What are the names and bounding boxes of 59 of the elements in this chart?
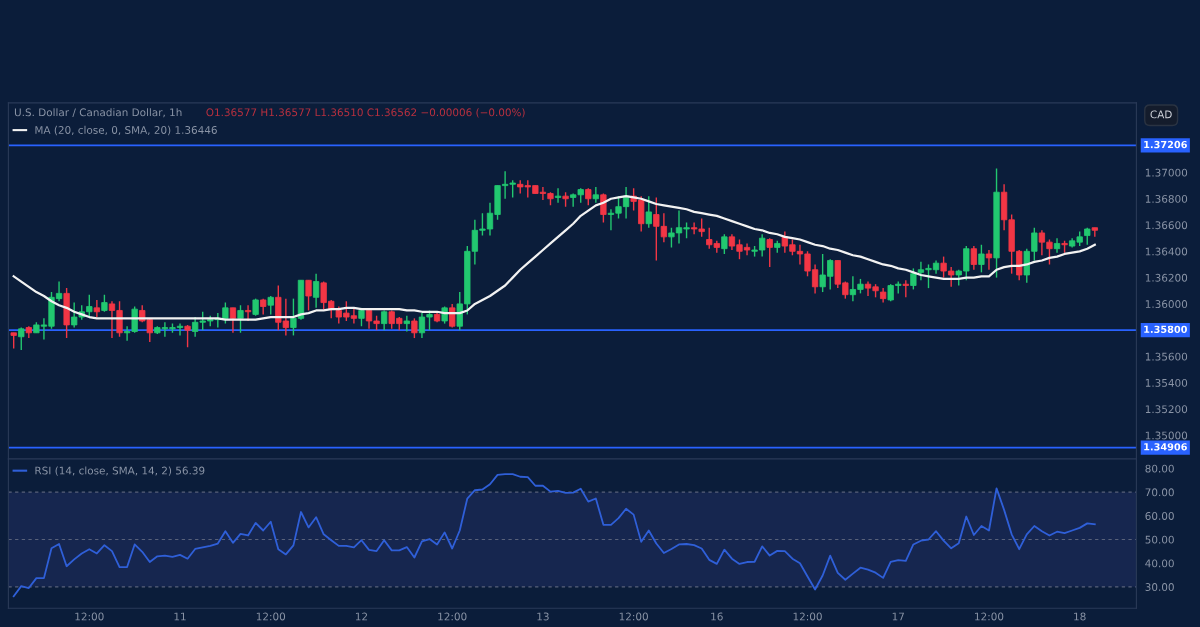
- candlestick: [244, 304, 252, 322]
- candlestick: [305, 279, 312, 312]
- candlestick: [381, 309, 388, 331]
- y-tick-label: 1.36200: [1145, 273, 1188, 282]
- candlestick: [229, 307, 237, 334]
- y-tick-label: 50.00: [1145, 535, 1174, 544]
- candlestick: [645, 195, 652, 229]
- y-tick-label: 1.36000: [1145, 300, 1188, 308]
- ref-line-label: 1.34906: [1144, 443, 1187, 451]
- y-tick-label: 80.00: [1145, 464, 1174, 473]
- candlestick: [411, 317, 418, 339]
- candlestick: [1091, 226, 1098, 238]
- y-tick-label: 60.00: [1145, 512, 1174, 520]
- candlestick: [267, 295, 274, 316]
- x-tick-label: 12:00: [75, 612, 104, 621]
- y-tick-label: 1.36400: [1145, 247, 1188, 256]
- y-tick-label: 1.36800: [1145, 194, 1188, 203]
- x-tick-label: 13: [537, 612, 549, 621]
- candlestick: [222, 301, 229, 325]
- chart-title: U.S. Dollar / Canadian Dollar, 1h: [14, 108, 182, 118]
- text: CAD: [1150, 110, 1172, 119]
- candlestick: [766, 237, 773, 268]
- candlestick: [970, 245, 977, 271]
- candlestick: [1053, 237, 1061, 254]
- candlestick: [237, 304, 244, 334]
- x-tick-label: 12: [355, 612, 368, 621]
- y-tick-label: 30.00: [1145, 583, 1174, 591]
- y-tick-label: 1.36600: [1145, 221, 1188, 230]
- y-tick-label: 1.35000: [1145, 431, 1188, 440]
- ref-line-label: 1.35800: [1144, 325, 1187, 333]
- candlestick: [978, 244, 985, 274]
- candlestick: [592, 186, 599, 204]
- y-tick-label: 70.00: [1145, 488, 1174, 497]
- x-tick-label: 12:00: [256, 612, 286, 621]
- candlestick: [312, 272, 320, 309]
- x-tick-label: 12:00: [975, 612, 1004, 621]
- y-tick-label: 1.35600: [1145, 352, 1188, 361]
- x-tick-label: 12:00: [619, 612, 648, 621]
- candlestick: [985, 249, 993, 271]
- x-tick-label: 18: [1074, 612, 1086, 621]
- legend-label: RSI (14, close, SMA, 14, 2) 56.39: [35, 466, 205, 476]
- candlestick: [554, 187, 562, 204]
- y-tick-label: 1.35400: [1145, 378, 1188, 387]
- candlestick: [403, 315, 410, 333]
- ref-line-label: 1.37206: [1144, 140, 1187, 149]
- x-tick-label: 11: [174, 612, 186, 621]
- candlestick: [184, 324, 191, 348]
- x-tick-label: 12:00: [793, 612, 822, 621]
- y-tick-label: 1.37000: [1145, 168, 1188, 177]
- chart-subtitle: O1.36577 H1.36577 L1.36510 C1.36562 −0.00006 (−0.00%): [206, 108, 525, 118]
- x-tick-label: 12:00: [438, 612, 467, 621]
- candlestick: [93, 299, 100, 318]
- legend-label: MA (20, close, 0, SMA, 20) 1.36446: [35, 125, 217, 136]
- candlestick: [902, 279, 909, 299]
- x-tick-label: 17: [892, 612, 904, 621]
- candlestick: [721, 233, 728, 255]
- y-tick-label: 40.00: [1145, 559, 1174, 568]
- x-tick-label: 16: [711, 612, 723, 621]
- y-tick-label: 1.35200: [1145, 405, 1188, 414]
